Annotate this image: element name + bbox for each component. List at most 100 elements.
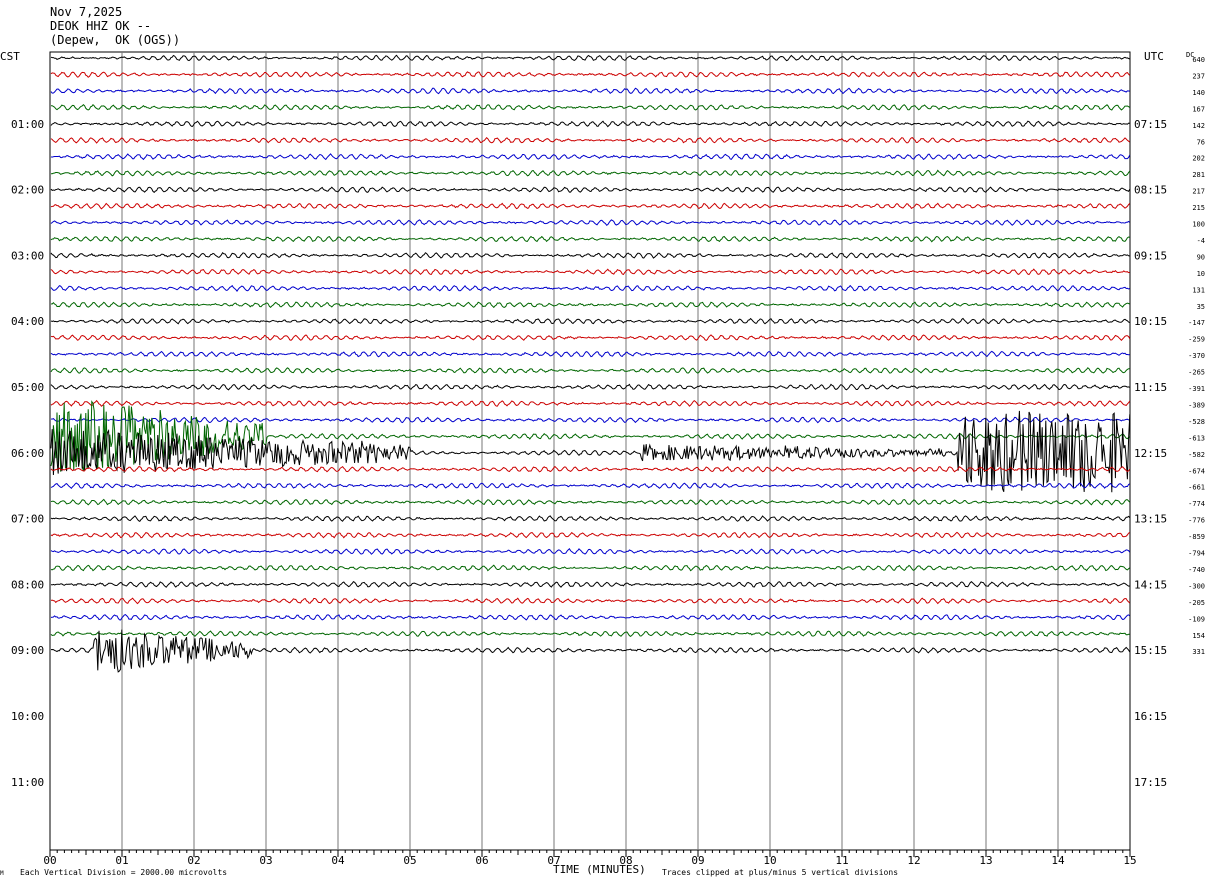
dc-offset-label: -661 bbox=[1188, 484, 1205, 492]
dc-offset-label: -740 bbox=[1188, 566, 1205, 574]
dc-offset-label: -370 bbox=[1188, 352, 1205, 360]
utc-hour-label: 07:15 bbox=[1134, 118, 1167, 131]
trace-line bbox=[50, 136, 1131, 144]
x-tick-label: 05 bbox=[403, 854, 416, 867]
trace-line bbox=[50, 268, 1130, 276]
trace-line bbox=[50, 54, 1130, 62]
cst-hour-label: 09:00 bbox=[11, 644, 44, 657]
dc-offset-label: 142 bbox=[1192, 122, 1205, 130]
dc-offset-label: -389 bbox=[1188, 401, 1205, 409]
dc-offset-label: -774 bbox=[1188, 500, 1205, 508]
x-tick-label: 15 bbox=[1123, 854, 1136, 867]
trace-line bbox=[50, 515, 1131, 522]
dc-offset-label: -259 bbox=[1188, 336, 1205, 344]
trace-line bbox=[50, 482, 1131, 490]
location-label: (Depew, OK (OGS)) bbox=[50, 33, 181, 47]
utc-hour-label: 09:15 bbox=[1134, 249, 1167, 262]
date-label: Nov 7,2025 bbox=[50, 5, 123, 19]
trace-line bbox=[50, 71, 1131, 78]
x-tick-label: 02 bbox=[187, 854, 200, 867]
trace-line bbox=[50, 120, 1130, 128]
cst-axis-label: CST bbox=[0, 50, 20, 63]
dc-offset-label: -147 bbox=[1188, 319, 1205, 327]
dc-offset-label: 90 bbox=[1197, 253, 1205, 261]
trace-line bbox=[50, 400, 1131, 472]
x-tick-label: 01 bbox=[115, 854, 128, 867]
utc-hour-label: 08:15 bbox=[1134, 184, 1167, 197]
x-tick-label: 07 bbox=[547, 854, 560, 867]
x-tick-label: 06 bbox=[475, 854, 488, 867]
dc-offset-label: -205 bbox=[1188, 599, 1205, 607]
dc-offset-label: 140 bbox=[1192, 89, 1205, 97]
trace-line bbox=[50, 531, 1130, 539]
utc-hour-label: 14:15 bbox=[1134, 578, 1167, 591]
cst-hour-label: 03:00 bbox=[11, 249, 44, 262]
x-tick-label: 08 bbox=[619, 854, 632, 867]
trace-line bbox=[50, 202, 1131, 210]
label-layer: 00 01 02 03 04 05 06 07 08 09 10 11 12 13 14 15 CST UTC DC… bbox=[0, 50, 1205, 877]
x-tick-label: 09 bbox=[691, 854, 704, 867]
utc-hour-label: 16:15 bbox=[1134, 710, 1167, 723]
dc-offset-label: 76 bbox=[1197, 138, 1205, 146]
trace-line bbox=[50, 334, 1131, 342]
dc-offset-label: 237 bbox=[1192, 72, 1205, 80]
trace-line bbox=[50, 581, 1130, 588]
trace-line bbox=[50, 410, 1131, 493]
x-tick-label: 10 bbox=[763, 854, 776, 867]
x-tick-label: 03 bbox=[259, 854, 272, 867]
utc-hour-label: 13:15 bbox=[1134, 513, 1167, 526]
trace-line bbox=[50, 350, 1130, 358]
x-tick-label: 13 bbox=[979, 854, 992, 867]
cst-hour-label: 08:00 bbox=[11, 578, 44, 591]
dc-offset-label: 154 bbox=[1192, 632, 1205, 640]
scale-note: Each Vertical Division = 2000.00 microvo… bbox=[20, 868, 227, 877]
utc-hour-label: 12:15 bbox=[1134, 447, 1167, 460]
dc-column-label: DC bbox=[1186, 51, 1194, 59]
dc-offset-label: 131 bbox=[1192, 286, 1205, 294]
station-label: DEOK HHZ OK -- bbox=[50, 19, 152, 33]
x-axis-title: TIME (MINUTES) bbox=[553, 863, 646, 876]
utc-hour-label: 11:15 bbox=[1134, 381, 1167, 394]
dc-offset-label: 215 bbox=[1192, 204, 1205, 212]
utc-hour-label: 17:15 bbox=[1134, 776, 1167, 789]
dc-offset-label: -109 bbox=[1188, 615, 1205, 623]
dc-offset-label: -528 bbox=[1188, 418, 1205, 426]
dc-offset-label: 167 bbox=[1192, 105, 1205, 113]
x-tick-label: 00 bbox=[43, 854, 56, 867]
trace-line bbox=[50, 317, 1130, 325]
dc-offset-label: 202 bbox=[1192, 155, 1205, 163]
corner-mark: M bbox=[0, 870, 4, 877]
trace-line bbox=[50, 301, 1131, 309]
dc-offset-label: 331 bbox=[1192, 648, 1205, 656]
trace-line bbox=[50, 630, 1130, 638]
trace-line bbox=[50, 629, 1131, 673]
cst-hour-label: 07:00 bbox=[11, 513, 44, 526]
cst-hour-label: 04:00 bbox=[11, 315, 44, 328]
dc-offset-label: 217 bbox=[1192, 188, 1205, 196]
dc-offset-label: -4 bbox=[1197, 237, 1205, 245]
trace-line bbox=[50, 416, 1130, 424]
trace-line bbox=[50, 87, 1130, 95]
utc-hour-label: 10:15 bbox=[1134, 315, 1167, 328]
cst-hour-label: 11:00 bbox=[11, 776, 44, 789]
trace-line bbox=[50, 614, 1131, 621]
trace-line bbox=[50, 399, 1131, 407]
cst-hour-label: 05:00 bbox=[11, 381, 44, 394]
trace-line bbox=[50, 235, 1130, 243]
dc-offset-label: -265 bbox=[1188, 369, 1205, 377]
trace-line bbox=[50, 564, 1131, 572]
trace-line bbox=[51, 103, 1131, 111]
trace-line bbox=[50, 465, 1131, 473]
trace-line bbox=[50, 153, 1131, 161]
dc-offset-label: 10 bbox=[1197, 270, 1205, 278]
trace-line bbox=[50, 284, 1130, 292]
cst-hour-label: 02:00 bbox=[11, 184, 44, 197]
utc-axis-label: UTC bbox=[1144, 50, 1164, 63]
dc-offset-label: 281 bbox=[1192, 171, 1205, 179]
dc-offset-label: 35 bbox=[1197, 303, 1205, 311]
utc-hour-label: 15:15 bbox=[1134, 644, 1167, 657]
dc-offset-label: 100 bbox=[1192, 221, 1205, 229]
trace-line bbox=[50, 597, 1131, 605]
x-tick-label: 04 bbox=[331, 854, 345, 867]
